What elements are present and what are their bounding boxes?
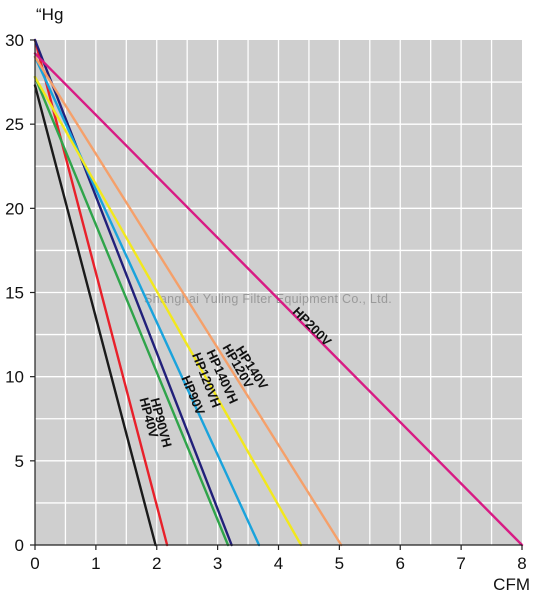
y-unit-label: “Hg <box>36 5 63 24</box>
x-tick-label: 7 <box>456 554 465 573</box>
y-tick-label: 15 <box>5 284 24 303</box>
axes: 0 1 2 3 4 5 6 7 8 0 5 10 15 20 25 30 <box>5 31 527 573</box>
y-tick-label: 30 <box>5 31 24 50</box>
y-tick-label: 0 <box>15 536 24 555</box>
grid-lines <box>35 40 522 545</box>
series-line-hp40v <box>33 84 157 547</box>
watermark: Shanghai Yuling Filter Equipment Co., Lt… <box>144 292 392 306</box>
x-unit-label: CFM <box>493 575 530 594</box>
x-tick-label: 1 <box>91 554 100 573</box>
y-tick-label: 20 <box>5 199 24 218</box>
x-tick-label: 6 <box>396 554 405 573</box>
x-tick-label: 2 <box>152 554 161 573</box>
y-tick-label: 5 <box>15 452 24 471</box>
x-tick-label: 8 <box>517 554 526 573</box>
series-line-hp120v <box>33 75 303 547</box>
x-tick-label: 3 <box>213 554 222 573</box>
series-lines <box>33 38 524 547</box>
series-line-hp90vh <box>33 38 169 547</box>
y-tick-label: 10 <box>5 368 24 387</box>
series-line-hp140vh <box>33 55 261 547</box>
series-line-hp120vh <box>33 38 233 547</box>
series-line-hp140v <box>33 55 343 547</box>
y-tick-label: 25 <box>5 115 24 134</box>
series-line-hp200v <box>33 52 524 547</box>
series-line-hp90v <box>33 75 230 547</box>
x-tick-label: 4 <box>274 554 283 573</box>
x-tick-label: 5 <box>335 554 344 573</box>
x-tick-label: 0 <box>30 554 39 573</box>
